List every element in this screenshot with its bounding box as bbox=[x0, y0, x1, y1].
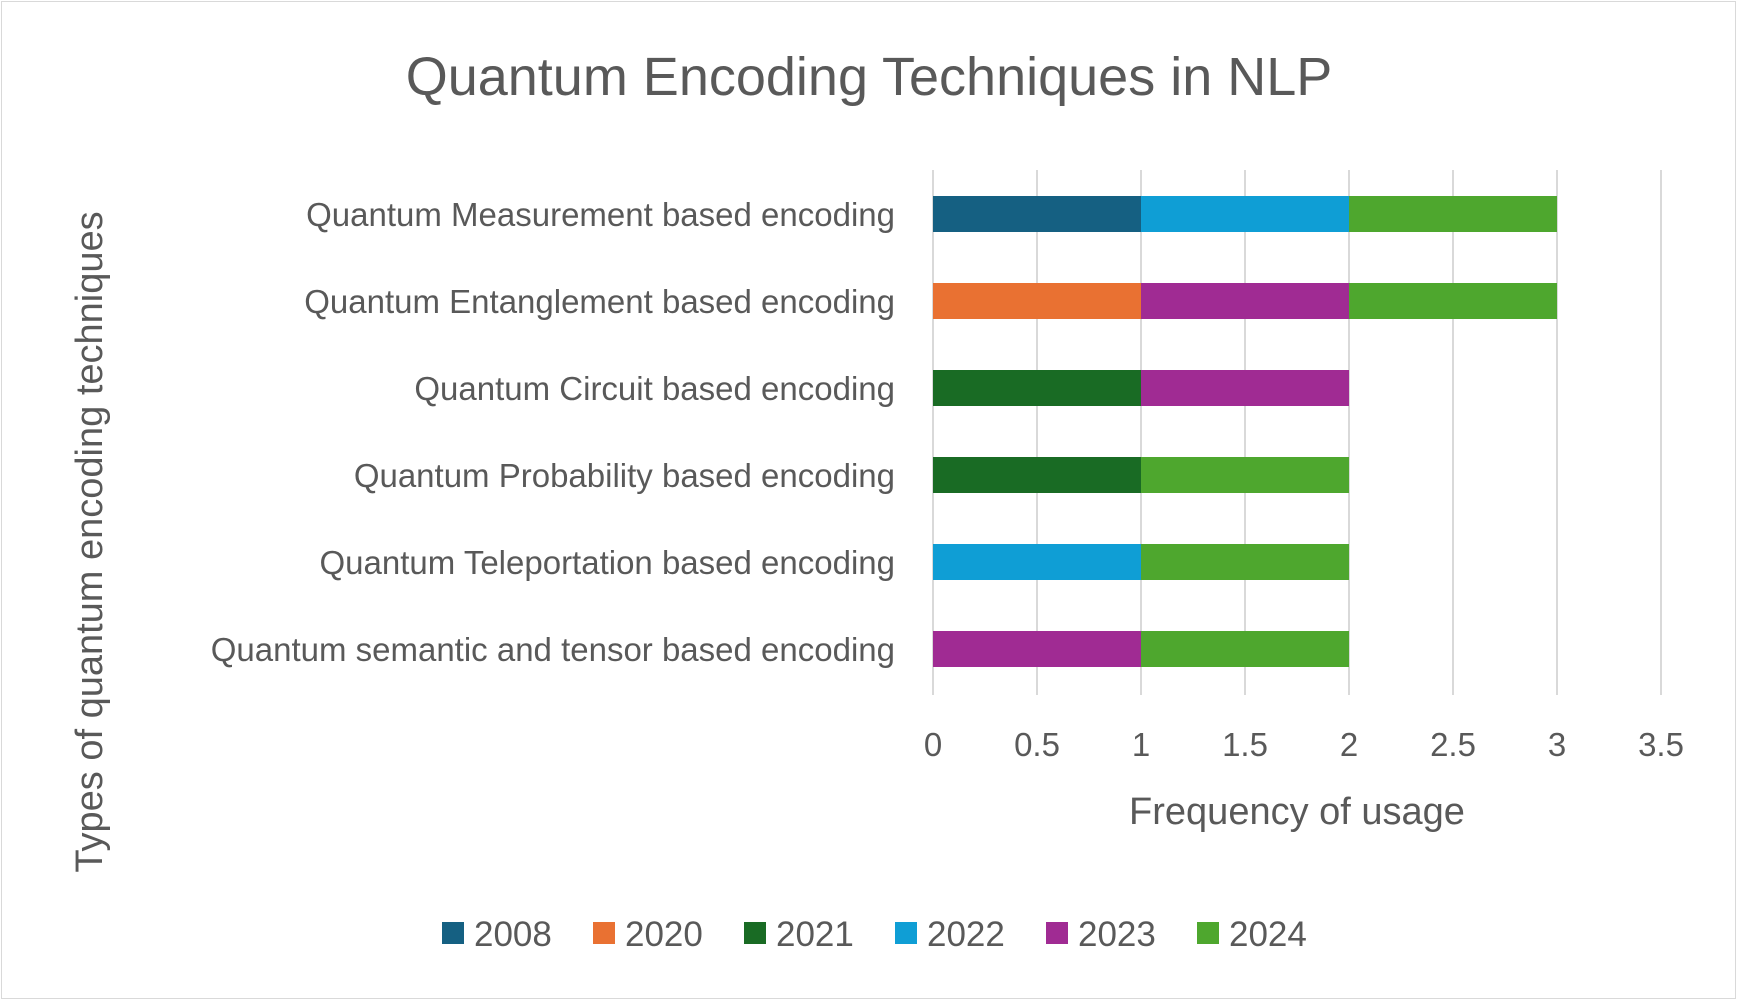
x-tick-label: 1.5 bbox=[1222, 726, 1268, 763]
x-tick-label: 1 bbox=[1132, 726, 1150, 763]
category-label: Quantum semantic and tensor based encodi… bbox=[211, 631, 895, 668]
category-label: Quantum Entanglement based encoding bbox=[304, 283, 895, 320]
x-tick-label: 0.5 bbox=[1014, 726, 1060, 763]
legend-swatch-2008 bbox=[442, 922, 464, 944]
bar-2022 bbox=[933, 544, 1141, 580]
legend-label: 2023 bbox=[1078, 915, 1156, 954]
bars bbox=[933, 196, 1557, 667]
x-tick-label: 3 bbox=[1548, 726, 1566, 763]
bar-2023 bbox=[933, 631, 1141, 667]
bar-2008 bbox=[933, 196, 1141, 232]
bar-2024 bbox=[1141, 457, 1349, 493]
bar-2024 bbox=[1141, 631, 1349, 667]
bar-2024 bbox=[1349, 283, 1557, 319]
legend-label: 2020 bbox=[625, 915, 703, 954]
x-tick-label: 3.5 bbox=[1638, 726, 1684, 763]
chart-title: Quantum Encoding Techniques in NLP bbox=[406, 47, 1333, 107]
bar-2023 bbox=[1141, 370, 1349, 406]
legend-label: 2008 bbox=[474, 915, 552, 954]
category-label: Quantum Circuit based encoding bbox=[414, 370, 895, 407]
legend-swatch-2024 bbox=[1197, 922, 1219, 944]
legend-label: 2021 bbox=[776, 915, 854, 954]
x-tick-label: 2.5 bbox=[1430, 726, 1476, 763]
x-axis-title: Frequency of usage bbox=[1129, 791, 1465, 833]
legend: 2008 2020 2021 2022 2023 2024 bbox=[442, 915, 1307, 954]
bar-2024 bbox=[1141, 544, 1349, 580]
legend-swatch-2021 bbox=[744, 922, 766, 944]
legend-swatch-2020 bbox=[593, 922, 615, 944]
category-label: Quantum Measurement based encoding bbox=[306, 196, 895, 233]
y-axis-title: Types of quantum encoding techniques bbox=[69, 211, 111, 872]
bar-2021 bbox=[933, 457, 1141, 493]
legend-swatch-2023 bbox=[1046, 922, 1068, 944]
bar-2021 bbox=[933, 370, 1141, 406]
bar-2023 bbox=[1141, 283, 1349, 319]
x-tick-label: 0 bbox=[924, 726, 942, 763]
category-label: Quantum Probability based encoding bbox=[354, 457, 895, 494]
bar-2020 bbox=[933, 283, 1141, 319]
gridlines bbox=[932, 170, 1662, 695]
category-label: Quantum Teleportation based encoding bbox=[320, 544, 895, 581]
legend-label: 2022 bbox=[927, 915, 1005, 954]
x-tick-label: 2 bbox=[1340, 726, 1358, 763]
legend-swatch-2022 bbox=[895, 922, 917, 944]
legend-label: 2024 bbox=[1229, 915, 1307, 954]
bar-2022 bbox=[1141, 196, 1349, 232]
category-labels: Quantum Measurement based encoding Quantu… bbox=[211, 196, 895, 668]
x-tick-labels: 0 0.5 1 1.5 2 2.5 3 3.5 bbox=[924, 726, 1684, 763]
bar-2024 bbox=[1349, 196, 1557, 232]
